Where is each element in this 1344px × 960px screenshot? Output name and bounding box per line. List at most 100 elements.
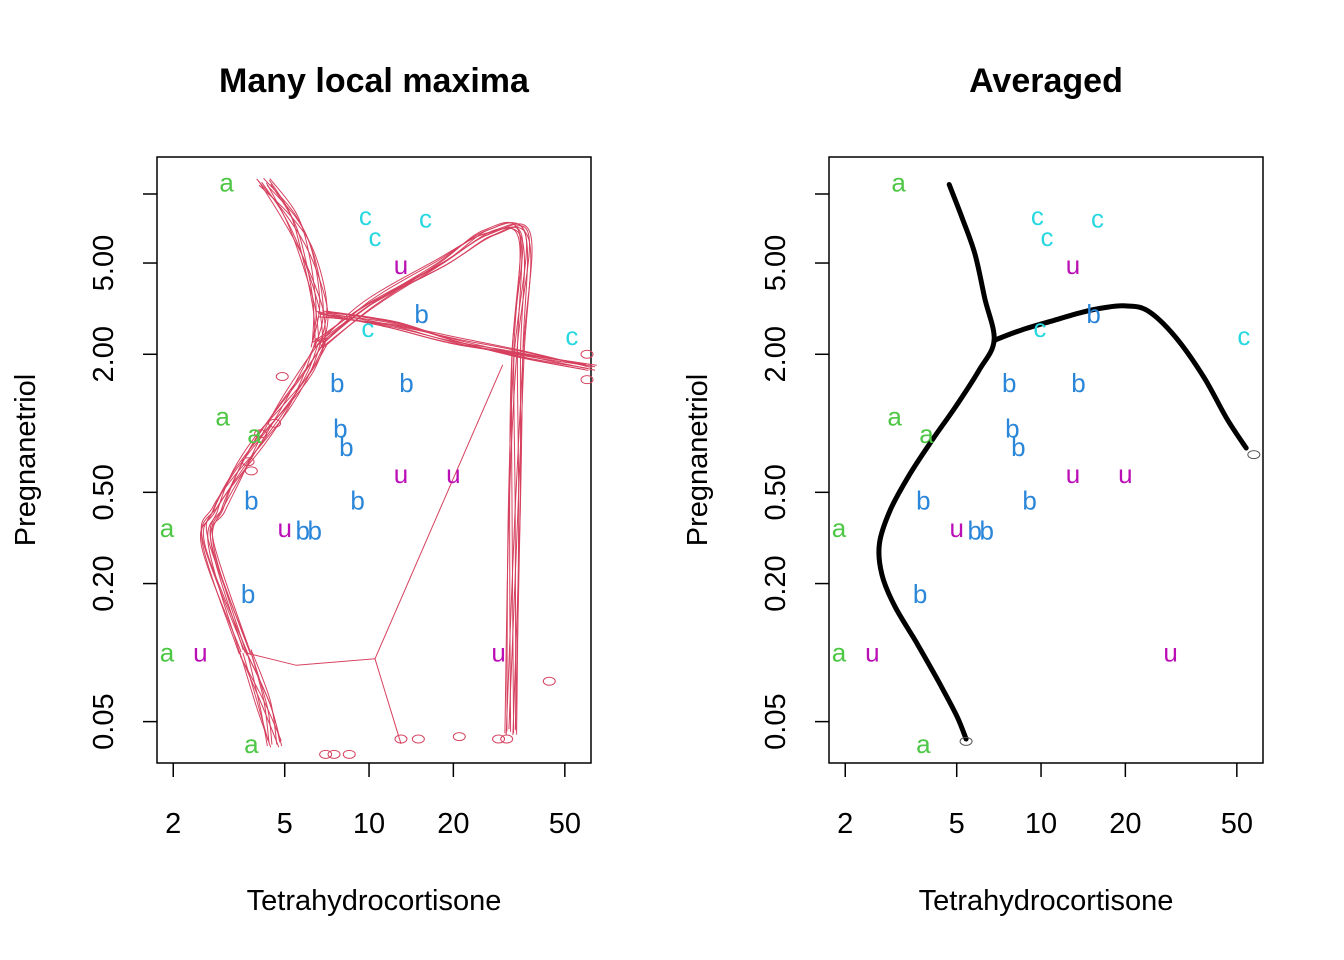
point-c: c [419,204,432,234]
point-a: a [832,513,847,543]
point-a: a [832,638,847,668]
boundary-curve [318,226,524,732]
chart-title: Many local maxima [219,62,530,100]
point-a: a [160,513,175,543]
boundary-curves [199,177,597,759]
curve-endpoint-marker [254,429,268,439]
point-a: a [891,167,906,197]
boundary-curves [876,182,1261,746]
curve-endpoint-marker [500,734,514,744]
point-b: b [1002,368,1016,398]
y-axis-title: Pregnanetriol [10,374,42,547]
panel-left: Many local maxima Tetrahydrocortisone Pr… [10,62,597,917]
x-axis: 2 5 10 20 50 [165,763,581,840]
plot-box [828,156,1264,764]
point-u: u [1066,250,1080,280]
panel-right: Averaged Tetrahydrocortisone Pregnanetri… [682,62,1264,917]
boundary-curve [318,316,593,369]
point-a: a [215,402,230,432]
y-axis-title: Pregnanetriol [682,374,714,547]
point-c: c [1031,201,1044,231]
point-b: b [1022,486,1036,516]
boundary-curve [202,343,326,654]
point-b: b [339,432,353,462]
boundary-curve [374,364,504,659]
curve-endpoint-marker [1247,450,1261,460]
boundary-curve [258,184,328,346]
point-b: b [296,516,310,546]
point-a: a [247,419,262,449]
x-tick-label: 20 [437,808,469,840]
boundary-curve [320,222,529,736]
point-b: b [913,579,927,609]
x-tick-label: 20 [1109,808,1141,840]
y-tick-label: 5.00 [88,235,120,291]
x-tick-label: 5 [949,808,965,840]
x-tick-label: 10 [353,808,385,840]
curve-endpoint-marker [268,418,282,428]
x-tick-label: 10 [1025,808,1057,840]
y-tick-label: 0.20 [88,555,120,611]
boundary-curve [269,178,317,348]
point-b: b [350,486,364,516]
averaged-boundary-curve [991,303,1249,451]
curve-endpoint-marker [492,734,506,744]
curve-endpoint-marker [244,466,258,476]
curve-endpoint-marker [342,749,356,759]
point-u: u [949,513,963,543]
point-u: u [491,638,505,668]
curve-endpoint-marker [411,734,425,744]
point-c: c [1040,222,1053,252]
boundary-curve [266,184,321,343]
boundary-curve [199,342,319,653]
boundary-curve [265,182,320,342]
curve-endpoint-marker [959,736,973,746]
point-u: u [865,638,879,668]
y-tick-label: 0.50 [88,464,120,520]
y-tick-label: 0.05 [88,693,120,749]
boundary-curve [324,314,592,366]
boundary-curve [324,222,523,735]
point-u: u [277,513,291,543]
curve-endpoint-marker [241,457,255,467]
point-u: u [1163,638,1177,668]
boundary-curve [211,338,328,650]
y-tick-label: 0.50 [760,464,792,520]
y-axis: 0.05 0.20 0.50 2.00 5.00 [760,193,829,750]
plot-box [156,156,592,764]
point-b: b [1071,368,1085,398]
boundary-curve [316,311,596,368]
boundary-curve [200,337,317,655]
point-u: u [394,459,408,489]
boundary-curve [250,649,278,745]
curve-endpoint-marker [580,375,594,385]
point-b: b [399,368,413,398]
point-u: u [1066,459,1080,489]
curve-endpoint-marker [319,749,333,759]
point-b: b [1005,413,1019,443]
point-b: b [241,579,255,609]
boundary-curve [327,310,585,371]
point-a: a [244,729,259,759]
curve-endpoint-marker [580,349,594,359]
boundary-curve [205,337,328,652]
curve-endpoint-marker [394,734,408,744]
boundary-curve [244,652,402,744]
point-b: b [333,413,347,443]
point-c: c [1091,204,1104,234]
point-b: b [968,516,982,546]
boundary-curve [207,339,319,656]
y-axis: 0.05 0.20 0.50 2.00 5.00 [88,193,157,750]
boundary-curve [247,653,268,747]
point-u: u [394,250,408,280]
point-b: b [244,486,258,516]
x-tick-label: 5 [277,808,293,840]
point-b: b [414,299,428,329]
x-tick-label: 2 [837,808,853,840]
curve-endpoint-marker [542,676,556,686]
x-tick-label: 50 [549,808,581,840]
y-tick-label: 0.20 [760,555,792,611]
